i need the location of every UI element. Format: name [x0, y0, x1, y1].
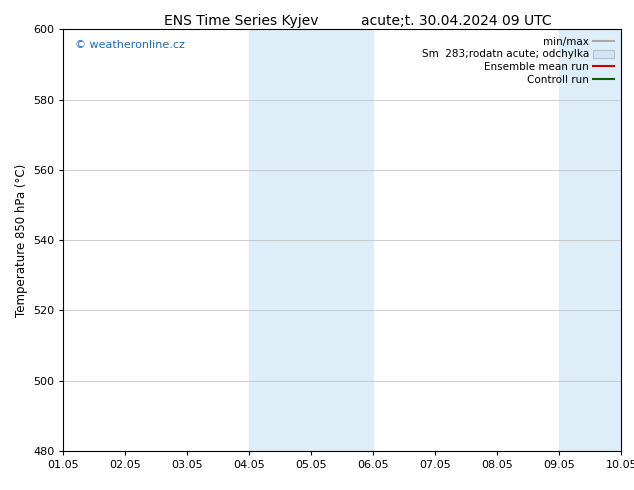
Legend: min/max, Sm  283;rodatn acute; odchylka, Ensemble mean run, Controll run: min/max, Sm 283;rodatn acute; odchylka, … — [420, 35, 616, 87]
Text: ENS Time Series Kyjev: ENS Time Series Kyjev — [164, 14, 318, 28]
Bar — [311, 29, 373, 451]
Bar — [559, 29, 621, 451]
Bar — [249, 29, 311, 451]
Y-axis label: Temperature 850 hPa (°C): Temperature 850 hPa (°C) — [15, 164, 27, 317]
Text: © weatheronline.cz: © weatheronline.cz — [75, 40, 184, 50]
Text: acute;t. 30.04.2024 09 UTC: acute;t. 30.04.2024 09 UTC — [361, 14, 552, 28]
